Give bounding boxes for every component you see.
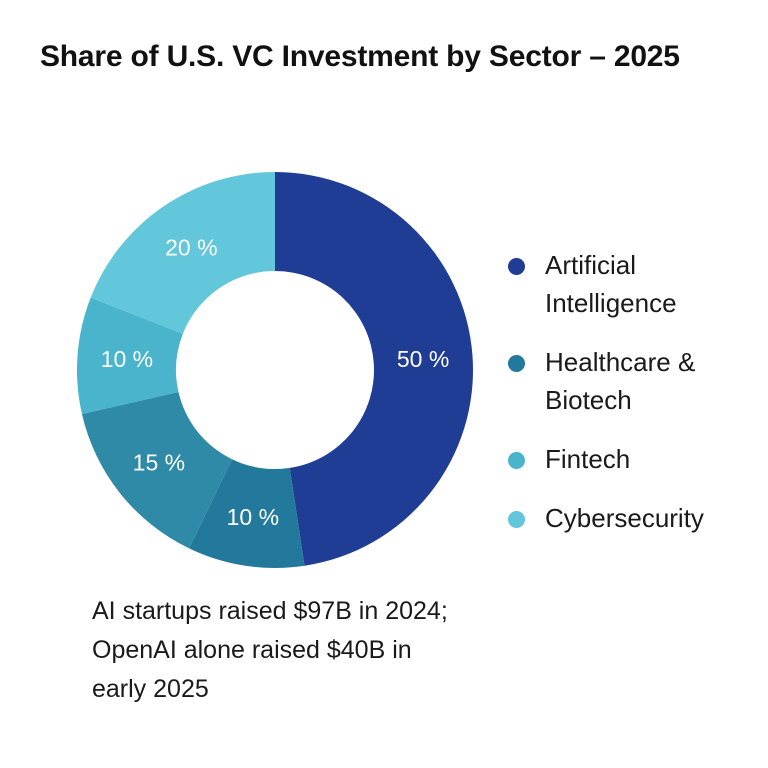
chart-title: Share of U.S. VC Investment by Sector – …	[40, 40, 680, 73]
legend-label: Healthcare & Biotech	[545, 347, 696, 415]
legend-swatch-healthcare-biotech	[508, 355, 525, 372]
slice-healthcare-biotech-1	[189, 459, 305, 569]
legend-item-fintech: Fintech	[508, 440, 758, 478]
legend-item-healthcare-biotech: Healthcare & Biotech	[508, 343, 758, 419]
legend-item-cybersecurity: Cybersecurity	[508, 499, 758, 537]
legend-item-artificial-intelligence: Artificial Intelligence	[508, 246, 758, 322]
slice-healthcare-biotech-2	[81, 392, 233, 549]
slice-label-4: 20 %	[165, 234, 217, 260]
legend-swatch-cybersecurity	[508, 511, 525, 528]
legend-swatch-fintech	[508, 452, 525, 469]
legend-label: Cybersecurity	[545, 503, 704, 533]
slice-label-0: 50 %	[397, 346, 449, 372]
chart-annotation: AI startups raised $97B in 2024; OpenAI …	[92, 597, 448, 703]
slice-label-1: 10 %	[227, 504, 279, 530]
slice-artificial-intelligence-0	[275, 172, 473, 566]
slice-fintech-3	[76, 297, 183, 415]
slice-label-2: 15 %	[133, 450, 185, 476]
legend-label: Fintech	[545, 444, 631, 474]
slice-cybersecurity-4	[90, 172, 275, 334]
chart-legend: Artificial Intelligence Healthcare & Bio…	[508, 246, 758, 558]
legend-swatch-artificial-intelligence	[508, 258, 525, 275]
legend-label: Artificial Intelligence	[545, 250, 677, 318]
slice-label-3: 10 %	[101, 346, 153, 372]
